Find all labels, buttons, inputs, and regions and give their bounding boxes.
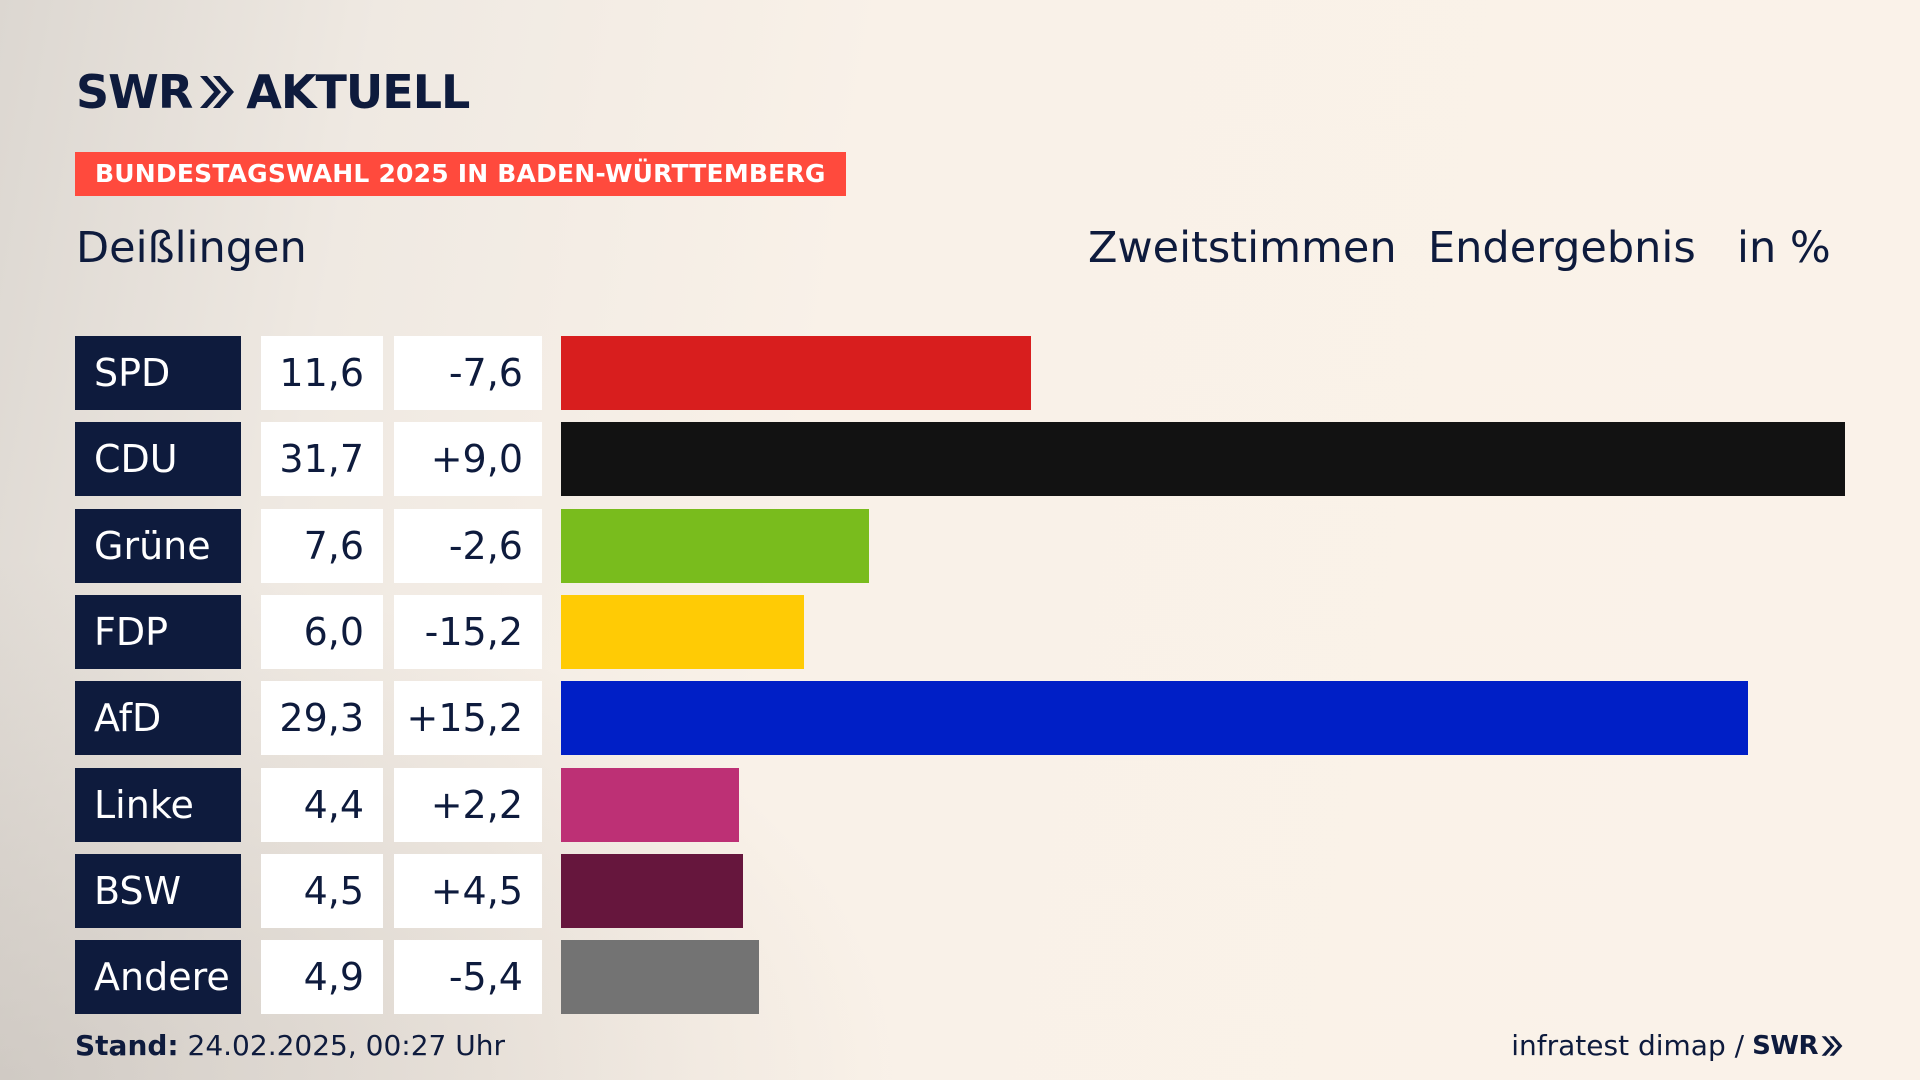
change-label: +2,2	[394, 768, 542, 842]
vote-share-label: 29,3	[261, 681, 383, 755]
source-credit: infratest dimap / SWR	[1511, 1028, 1844, 1064]
result-bar	[561, 336, 1031, 410]
result-row: Linke 4,4 +2,2	[0, 768, 1920, 842]
vote-share-label: 4,4	[261, 768, 383, 842]
timestamp-value: 24.02.2025, 00:27 Uhr	[187, 1029, 505, 1062]
result-bar	[561, 854, 743, 928]
change-label: +15,2	[394, 681, 542, 755]
result-row: BSW 4,5 +4,5	[0, 854, 1920, 928]
party-label: BSW	[75, 854, 241, 928]
source-logo-text: SWR	[1752, 1031, 1818, 1061]
result-bar	[561, 595, 804, 669]
column-header-unit: in %	[1737, 223, 1831, 273]
source-text: infratest dimap /	[1511, 1029, 1745, 1062]
result-row: Andere 4,9 -5,4	[0, 940, 1920, 1014]
double-chevron-icon	[200, 76, 235, 108]
logo-aktuell-text: AKTUELL	[246, 65, 470, 119]
change-label: -5,4	[394, 940, 542, 1014]
party-label: Andere	[75, 940, 241, 1014]
party-label: AfD	[75, 681, 241, 755]
change-label: +9,0	[394, 422, 542, 496]
change-label: -2,6	[394, 509, 542, 583]
result-bar	[561, 509, 869, 583]
result-bar	[561, 940, 759, 1014]
vote-share-label: 6,0	[261, 595, 383, 669]
vote-share-label: 4,9	[261, 940, 383, 1014]
result-row: FDP 6,0 -15,2	[0, 595, 1920, 669]
result-bar	[561, 681, 1748, 755]
result-row: SPD 11,6 -7,6	[0, 336, 1920, 410]
party-label: CDU	[75, 422, 241, 496]
election-banner: BUNDESTAGSWAHL 2025 IN BADEN-WÜRTTEMBERG	[75, 152, 846, 196]
place-title: Deißlingen	[76, 223, 307, 273]
result-bar	[561, 422, 1845, 496]
party-label: FDP	[75, 595, 241, 669]
result-row: CDU 31,7 +9,0	[0, 422, 1920, 496]
timestamp-label: Stand:	[75, 1029, 179, 1062]
vote-share-label: 31,7	[261, 422, 383, 496]
party-label: Grüne	[75, 509, 241, 583]
change-label: +4,5	[394, 854, 542, 928]
party-label: Linke	[75, 768, 241, 842]
swr-aktuell-logo: SWR AKTUELL	[76, 64, 470, 120]
vote-share-label: 7,6	[261, 509, 383, 583]
column-header-status: Endergebnis	[1428, 223, 1696, 273]
column-header-type: Zweitstimmen	[1088, 223, 1397, 273]
party-label: SPD	[75, 336, 241, 410]
result-bar	[561, 768, 739, 842]
result-row: AfD 29,3 +15,2	[0, 681, 1920, 755]
source-chevron-icon	[1821, 1036, 1843, 1056]
vote-share-label: 4,5	[261, 854, 383, 928]
change-label: -15,2	[394, 595, 542, 669]
logo-swr-text: SWR	[76, 65, 193, 119]
timestamp: Stand: 24.02.2025, 00:27 Uhr	[75, 1028, 505, 1064]
vote-share-label: 11,6	[261, 336, 383, 410]
change-label: -7,6	[394, 336, 542, 410]
result-row: Grüne 7,6 -2,6	[0, 509, 1920, 583]
